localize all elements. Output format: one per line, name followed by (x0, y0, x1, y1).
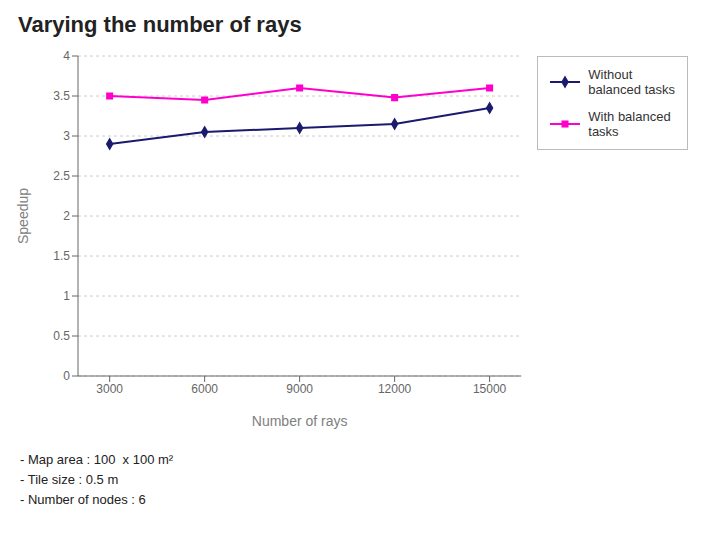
svg-text:12000: 12000 (378, 382, 412, 396)
svg-text:1: 1 (63, 289, 70, 303)
svg-text:0.5: 0.5 (53, 329, 70, 343)
html-text:Varying the number of rays: Varying the number of rays (18, 12, 302, 37)
html-text:- Number of nodes : 6: - Number of nodes : 6 (20, 492, 146, 507)
svg-text:6000: 6000 (191, 382, 218, 396)
html-text:Without balanced tasks: Without balanced tasks (588, 67, 675, 97)
svg-text:3.5: 3.5 (53, 89, 70, 103)
svg-text:9000: 9000 (286, 382, 313, 396)
svg-text:Number of rays: Number of rays (252, 413, 348, 429)
svg-text:3: 3 (63, 129, 70, 143)
svg-text:1.5: 1.5 (53, 249, 70, 263)
svg-text:4: 4 (63, 49, 70, 63)
svg-text:3000: 3000 (96, 382, 123, 396)
svg-text:15000: 15000 (473, 382, 507, 396)
svg-text:2: 2 (63, 209, 70, 223)
html-text:- Map area : 100 x 100 m²: - Map area : 100 x 100 m² (20, 452, 174, 467)
html-text:- Tile size : 0.5 m: - Tile size : 0.5 m (20, 472, 119, 487)
svg-text:0: 0 (63, 369, 70, 383)
html-text:With balanced tasks: With balanced tasks (588, 109, 671, 139)
svg-text:Speedup: Speedup (15, 188, 31, 244)
svg-text:2.5: 2.5 (53, 169, 70, 183)
